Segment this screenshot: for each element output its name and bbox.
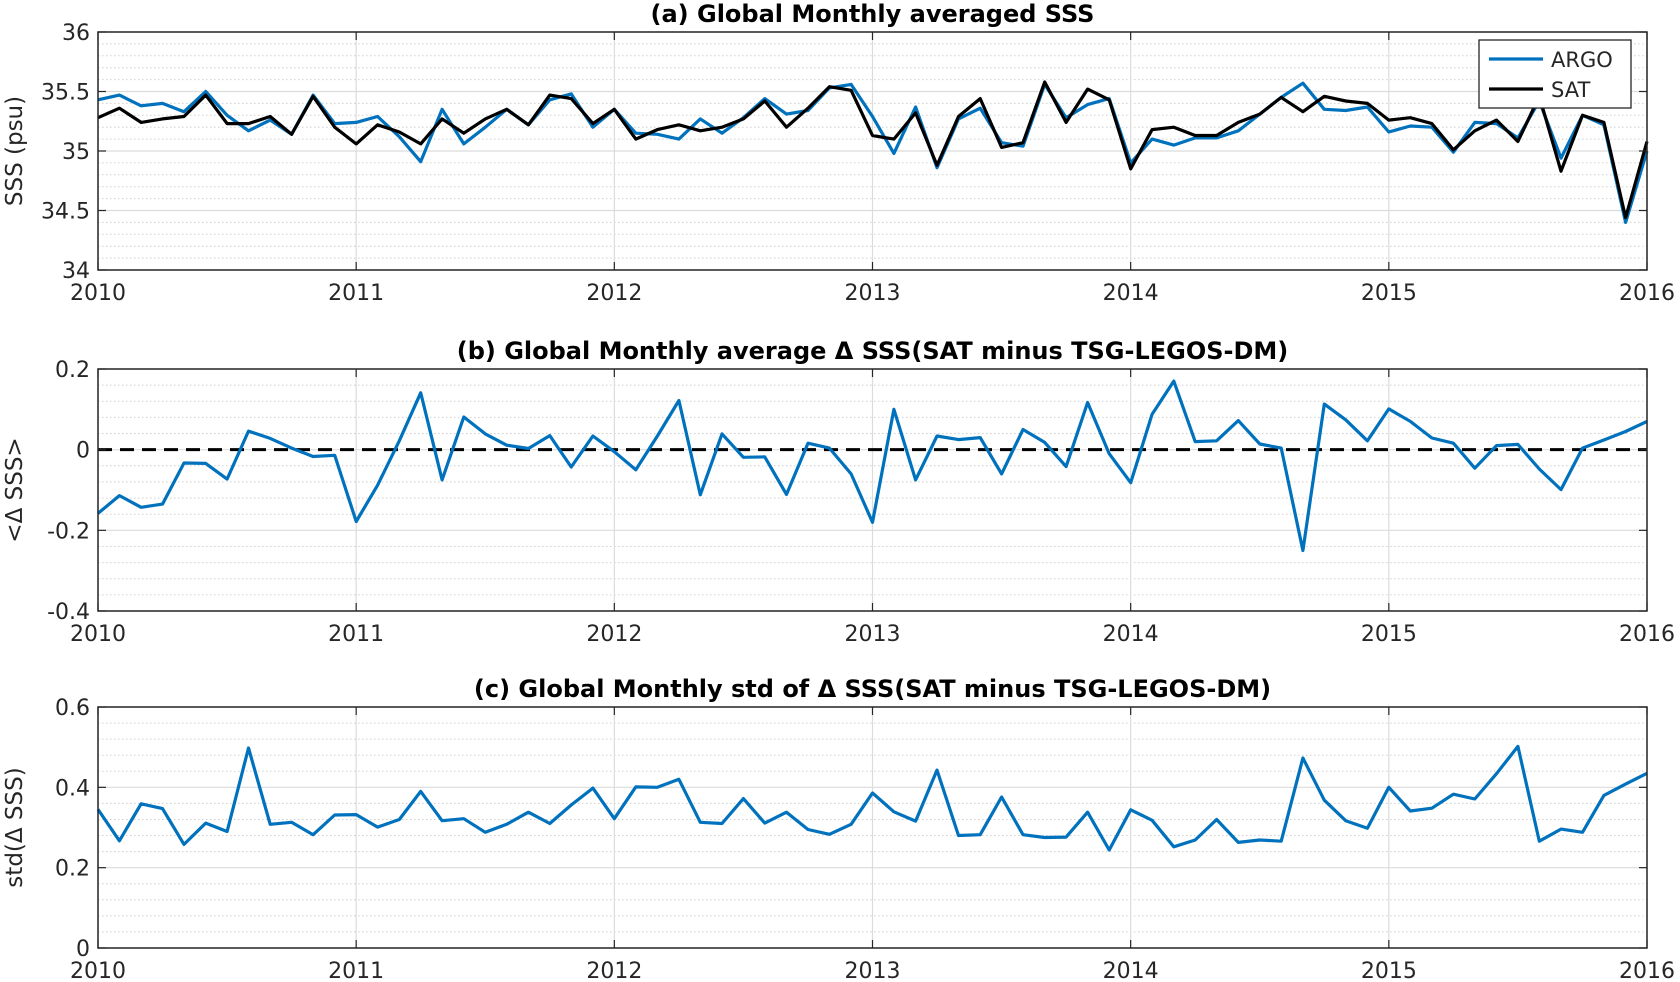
y-tick-label: 35.5	[41, 81, 90, 106]
chart-title: (c) Global Monthly std of Δ SSS(SAT minu…	[474, 675, 1271, 703]
x-tick-label: 2010	[70, 959, 126, 982]
x-tick-label: 2010	[70, 281, 126, 306]
x-tick-label: 2016	[1619, 959, 1675, 982]
x-tick-label: 2015	[1361, 281, 1417, 306]
x-tick-label: 2014	[1103, 959, 1159, 982]
x-tick-label: 2014	[1103, 622, 1159, 647]
y-tick-label: 34.5	[41, 200, 90, 225]
x-tick-label: 2011	[328, 281, 384, 306]
y-tick-label: 0	[76, 937, 90, 962]
x-tick-label: 2015	[1361, 959, 1417, 982]
series-line	[96, 379, 1648, 553]
x-tick-label: 2016	[1619, 622, 1675, 647]
chart-panel-3: 2010 2011 2012 2013 2014 2015 2016 0 0.2 0.4 0.6 (c…	[2, 675, 1675, 982]
x-tick-label: 2012	[586, 281, 642, 306]
y-tick-label: 36	[62, 21, 90, 46]
x-tick-label: 2013	[845, 959, 901, 982]
y-tick-label: 34	[62, 259, 90, 284]
y-tick-label: 35	[62, 140, 90, 165]
chart-panel-2: 2010 2011 2012 2013 2014 2015 2016 -0.4 -0.2 0 0.2…	[2, 337, 1675, 647]
y-tick-label: -0.4	[47, 600, 90, 625]
x-tick-label: 2013	[845, 622, 901, 647]
x-tick-label: 2011	[328, 622, 384, 647]
x-tick-label: 2014	[1103, 281, 1159, 306]
y-tick-label: 0.6	[55, 696, 90, 721]
y-tick-label: 0.2	[55, 857, 90, 882]
series-line-argo	[97, 81, 1649, 224]
legend: ARGO SAT	[1478, 39, 1632, 109]
legend-box	[1478, 39, 1632, 109]
y-axis-label: std(Δ SSS)	[2, 767, 28, 887]
legend-label-sat: SAT	[1551, 78, 1590, 102]
x-tick-label: 2012	[586, 622, 642, 647]
y-axis-label: <Δ SSS>	[2, 437, 28, 542]
x-tick-label: 2010	[70, 622, 126, 647]
series-line	[96, 744, 1648, 852]
chart-title: (b) Global Monthly average Δ SSS(SAT min…	[457, 337, 1289, 365]
chart-title: (a) Global Monthly averaged SSS	[651, 0, 1095, 28]
legend-label-argo: ARGO	[1551, 48, 1613, 72]
x-tick-label: 2012	[586, 959, 642, 982]
x-tick-label: 2011	[328, 959, 384, 982]
x-tick-label: 2015	[1361, 622, 1417, 647]
series-line-sat	[97, 80, 1649, 220]
y-tick-label: 0.4	[55, 776, 90, 801]
y-tick-label: 0	[76, 439, 90, 464]
x-tick-label: 2016	[1619, 281, 1675, 306]
y-tick-label: 0.2	[55, 358, 90, 383]
x-tick-label: 2013	[845, 281, 901, 306]
chart-panel-1: 2010 2011 2012 2013 2014 2015 2016 34 34.5 35 35.5…	[2, 0, 1675, 306]
y-tick-label: -0.2	[47, 519, 90, 544]
y-axis-label: SSS (psu)	[2, 96, 28, 206]
